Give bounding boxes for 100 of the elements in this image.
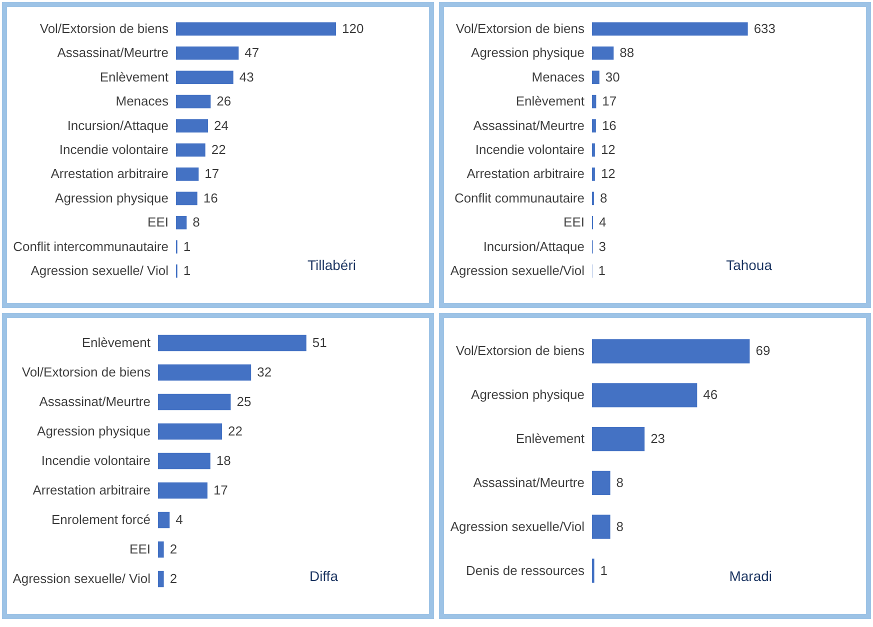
y-tick-label: Agression sexuelle/ Viol <box>12 571 151 586</box>
bar <box>592 46 614 60</box>
bar <box>176 46 239 60</box>
data-label: 17 <box>602 94 617 109</box>
y-tick-label: Enlèvement <box>82 334 151 350</box>
annotation: Maradi <box>729 568 772 584</box>
annotation: Tahoua <box>726 257 772 273</box>
bar <box>592 119 596 132</box>
y-tick-label: Enlèvement <box>516 94 585 109</box>
bar <box>176 119 208 132</box>
data-label: 18 <box>216 453 231 468</box>
y-tick-label: Menaces <box>532 69 585 84</box>
bar <box>592 426 645 452</box>
y-tick-label: Incursion/Attaque <box>67 118 168 133</box>
bar <box>158 364 252 381</box>
bar <box>158 452 210 470</box>
y-tick-label: Assassinat/Meurtre <box>39 394 150 409</box>
bar <box>176 192 198 206</box>
data-label: 32 <box>257 364 272 380</box>
y-tick-label: Enlèvement <box>100 69 169 84</box>
data-label: 633 <box>754 20 776 36</box>
data-label: 17 <box>213 482 228 498</box>
y-tick-label: Agression physique <box>37 423 150 438</box>
y-tick-label: Enlèvement <box>516 431 585 446</box>
y-tick-label: Menaces <box>116 94 169 109</box>
data-label: 88 <box>620 45 634 60</box>
bar <box>592 143 595 157</box>
y-tick-label: Agression physique <box>55 190 168 206</box>
data-label: 24 <box>214 118 228 133</box>
data-label: 16 <box>602 118 616 133</box>
data-label: 8 <box>616 474 624 490</box>
bar <box>158 570 164 588</box>
bar <box>158 482 208 499</box>
data-label: 3 <box>598 238 606 254</box>
y-tick-label: EEI <box>564 214 584 230</box>
y-tick-label: Agression sexuelle/Viol <box>450 518 585 534</box>
bar <box>592 168 595 181</box>
y-tick-label: Incendie volontaire <box>41 453 150 468</box>
data-label: 8 <box>600 190 608 206</box>
y-tick-label: Conflit communautaire <box>454 190 584 206</box>
y-tick-label: Denis de ressources <box>466 562 585 578</box>
y-tick-label: Assassinat/Meurtre <box>57 45 168 60</box>
data-label: 22 <box>211 142 226 157</box>
y-tick-label: Vol/Extorsion de biens <box>40 20 169 36</box>
y-tick-label: Agression sexuelle/Viol <box>450 263 585 278</box>
data-label: 22 <box>228 423 242 438</box>
y-tick-label: Arrestation arbitraire <box>32 482 150 498</box>
y-tick-label: Agression physique <box>471 387 584 402</box>
y-tick-label: EEI <box>130 542 150 557</box>
bar <box>592 70 600 84</box>
data-label: 4 <box>598 214 606 230</box>
bar <box>592 383 698 408</box>
bar <box>158 423 222 440</box>
bar <box>176 216 187 230</box>
y-tick-label: Vol/Extorsion de biens <box>456 20 585 36</box>
data-label: 69 <box>756 343 770 358</box>
bar <box>176 143 206 157</box>
data-label: 8 <box>616 518 624 534</box>
data-label: 12 <box>600 142 616 157</box>
data-label: 46 <box>703 387 718 402</box>
y-tick-label: Enrolement forcé <box>52 512 150 528</box>
y-tick-label: Incendie volontaire <box>475 142 584 157</box>
bar <box>158 512 170 528</box>
y-tick-label: EEI <box>148 214 168 230</box>
data-label: 2 <box>170 571 178 586</box>
data-label: 17 <box>204 166 220 182</box>
annotation: Tillabéri <box>308 257 356 273</box>
data-label: 51 <box>312 334 327 350</box>
data-label: 16 <box>203 190 218 206</box>
data-label: 43 <box>239 69 254 84</box>
data-label: 47 <box>244 45 260 60</box>
y-tick-label: Vol/Extorsion de biens <box>456 343 585 358</box>
y-tick-label: Agression physique <box>471 45 584 60</box>
bar <box>592 470 610 496</box>
bar <box>592 339 750 364</box>
text: Diffa <box>309 568 338 584</box>
y-tick-label: Vol/Extorsion de biens <box>22 364 151 380</box>
y-tick-label: Incendie volontaire <box>59 142 168 157</box>
y-tick-label: Agression sexuelle/ Viol <box>30 263 169 278</box>
y-tick-label: Conflit intercommunautaire <box>13 238 168 254</box>
data-label: 1 <box>183 263 191 278</box>
y-tick-label: Assassinat/Meurtre <box>473 118 584 133</box>
bar <box>176 70 234 84</box>
data-label: 26 <box>216 94 232 109</box>
y-tick-label: Arrestation arbitraire <box>466 166 584 182</box>
bar <box>592 514 610 539</box>
data-label: 1 <box>183 238 191 254</box>
data-label: 12 <box>600 166 616 182</box>
data-label: 1 <box>600 562 608 578</box>
bar <box>158 541 164 558</box>
data-label: 1 <box>598 263 606 278</box>
data-label: 8 <box>192 214 200 230</box>
data-label: 4 <box>176 512 183 528</box>
data-label: 30 <box>605 69 620 84</box>
y-tick-label: Incursion/Attaque <box>483 238 584 254</box>
data-label: 2 <box>170 542 178 557</box>
bar <box>176 168 199 181</box>
bar <box>158 334 306 352</box>
bar <box>592 94 596 108</box>
bar <box>176 22 336 36</box>
